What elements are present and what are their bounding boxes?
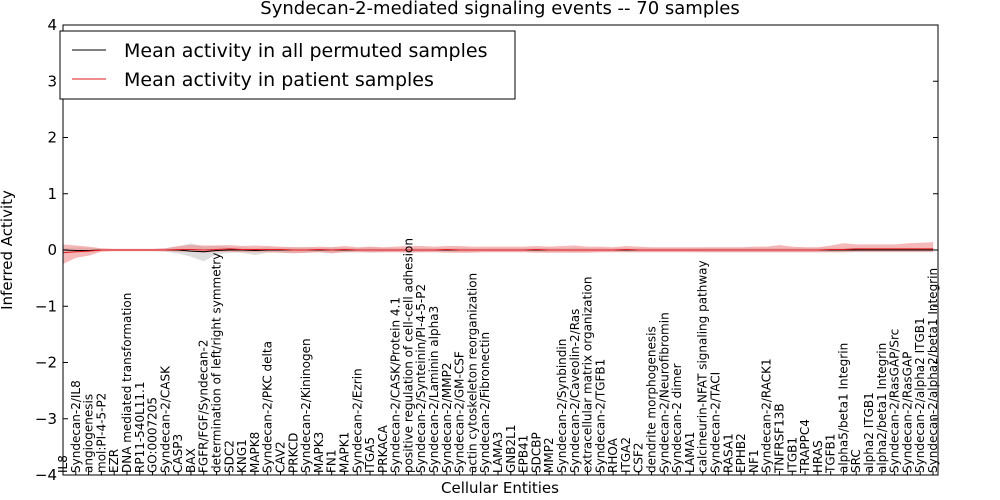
x-category-label: EPHB2 [734, 433, 748, 473]
x-category-label: actin cytoskeleton reorganization [465, 273, 479, 473]
y-tick-label: 4 [47, 16, 57, 34]
x-category-label: positive regulation of cell-cell adhesio… [401, 238, 415, 473]
y-tick-label: −4 [35, 466, 57, 484]
x-category-label: Syndecan-2/IL8 [69, 380, 83, 473]
x-category-label: mol:PI-4-5-P2 [94, 393, 108, 473]
x-category-label: GO:0007205 [146, 397, 160, 473]
x-category-label: Syndecan-2/RasGAP [900, 352, 914, 473]
x-category-label: Syndecan-2/Synbindin [555, 339, 569, 473]
x-category-label: DNA mediated transformation [120, 293, 134, 473]
series-band-1 [63, 242, 933, 265]
x-category-label: Syndecan-2/Neurofibromin [657, 312, 671, 473]
x-category-label: MAPK1 [337, 432, 351, 473]
y-tick-label: −1 [35, 297, 57, 315]
x-category-label: CAV2 [274, 441, 288, 473]
x-category-label: determination of left/right symmetry [210, 253, 224, 473]
x-category-label: RASA1 [721, 433, 735, 473]
x-axis-title: Cellular Entities [441, 479, 559, 497]
x-category-label: EPB41 [517, 435, 531, 473]
x-category-label: HRAS [811, 440, 825, 473]
x-category-label: MAPK3 [312, 432, 326, 473]
x-category-label: SRC [849, 449, 863, 473]
x-category-label: Syndecan-2/alpha2/beta1 Integrin [926, 268, 940, 473]
x-category-label: TGFB1 [824, 434, 838, 474]
series-lines [62, 248, 933, 254]
x-category-label: NF1 [747, 449, 761, 473]
x-category-label: Syndecan-2/MMP2 [440, 363, 454, 473]
y-tick-label: 2 [47, 129, 57, 147]
x-category-label: MAPK8 [248, 432, 262, 473]
x-category-label: Syndecan-2/RasGAP/Src [888, 329, 902, 473]
x-category-label: Syndecan-2/Ezrin [350, 368, 364, 473]
x-category-label: FN1 [325, 449, 339, 473]
x-category-label: MMP2 [542, 437, 556, 473]
x-category-label: SDCBP [529, 432, 543, 473]
x-category-label: RP11-540L11.1 [133, 382, 147, 473]
x-category-label: Syndecan-2/GM-CSF [453, 351, 467, 473]
x-category-label: EZR [107, 449, 121, 473]
x-category-label: CASP3 [171, 434, 185, 473]
x-category-label: SDC2 [222, 440, 236, 473]
x-category-label: Syndecan-2/alpha2 ITGB1 [913, 317, 927, 473]
x-category-label: LAMA3 [491, 432, 505, 473]
x-category-label: TRAPPC4 [798, 419, 812, 474]
legend-box [59, 30, 516, 100]
series-line-1 [62, 248, 933, 254]
x-category-label: Syndecan-2 dimer [670, 363, 684, 473]
legend: Mean activity in all permuted samples Me… [59, 30, 516, 100]
legend-label-permuted: Mean activity in all permuted samples [124, 40, 487, 62]
x-category-label: alpha2 ITGB1 [862, 392, 876, 473]
legend-label-patient: Mean activity in patient samples [124, 69, 434, 91]
chart-title: Syndecan-2-mediated signaling events -- … [260, 0, 739, 19]
x-category-label: Syndecan-2/RACK1 [760, 358, 774, 473]
x-category-label: Syndecan-2/CASK [158, 365, 172, 473]
x-category-label: IL8 [56, 455, 70, 473]
x-category-label: Syndecan-2/PKC delta [261, 341, 275, 473]
y-tick-label: −2 [35, 354, 57, 372]
x-category-label: RHOA [606, 437, 620, 473]
x-category-label: PRKCD [286, 433, 300, 473]
x-category-label: GNB2L1 [504, 425, 518, 473]
y-tick-label: 0 [47, 241, 57, 259]
x-category-label: TNFRSF13B [772, 403, 786, 474]
x-category-label: Syndecan-2/Synteinin/PI-4-5-P2 [414, 284, 428, 473]
x-category-label: Syndecan-2/CASK/Protein 4.1 [389, 297, 403, 473]
x-category-label: angiogenesis [82, 394, 96, 473]
x-category-label: LAMA1 [683, 432, 697, 473]
x-category-label: FGFR/FGF/Syndecan-2 [197, 340, 211, 473]
confidence-bands [63, 242, 933, 265]
y-axis: −4 −3 −2 −1 0 1 2 3 4 [35, 16, 938, 484]
y-tick-label: 3 [47, 72, 57, 90]
x-category-label: ITGA5 [363, 437, 377, 473]
x-category-label: CSF2 [632, 442, 646, 473]
x-category-label: alpha5/beta1 Integrin [836, 343, 850, 473]
x-category-label: PRKACA [376, 424, 390, 473]
x-category-label: Syndecan-2/Laminin alpha3 [427, 306, 441, 473]
x-category-label: dendrite morphogenesis [645, 326, 659, 473]
x-category-label: Syndecan-2/TGFB1 [593, 359, 607, 473]
x-category-label: Syndecan-2/TACI [709, 372, 723, 473]
x-category-label: Syndecan-2/Caveolin-2/Ras [568, 309, 582, 473]
x-category-label: alpha2/beta1 Integrin [875, 343, 889, 473]
x-axis: IL8Syndecan-2/IL8angiogenesismol:PI-4-5-… [56, 238, 940, 475]
x-category-label: Syndecan-2/Kininogen [299, 338, 313, 473]
y-tick-label: −3 [35, 410, 57, 428]
x-category-label: ITGA2 [619, 437, 633, 473]
x-category-label: BAX [184, 448, 198, 473]
x-category-label: extracellular matrix organization [581, 277, 595, 474]
x-category-label: KNG1 [235, 439, 249, 473]
x-category-label: calcineurin-NFAT signaling pathway [696, 260, 710, 473]
x-category-label: ITGB1 [785, 437, 799, 473]
x-category-label: Syndecan-2/Fibronectin [478, 332, 492, 473]
y-axis-title: Inferred Activity [0, 190, 16, 310]
y-tick-label: 1 [47, 185, 57, 203]
